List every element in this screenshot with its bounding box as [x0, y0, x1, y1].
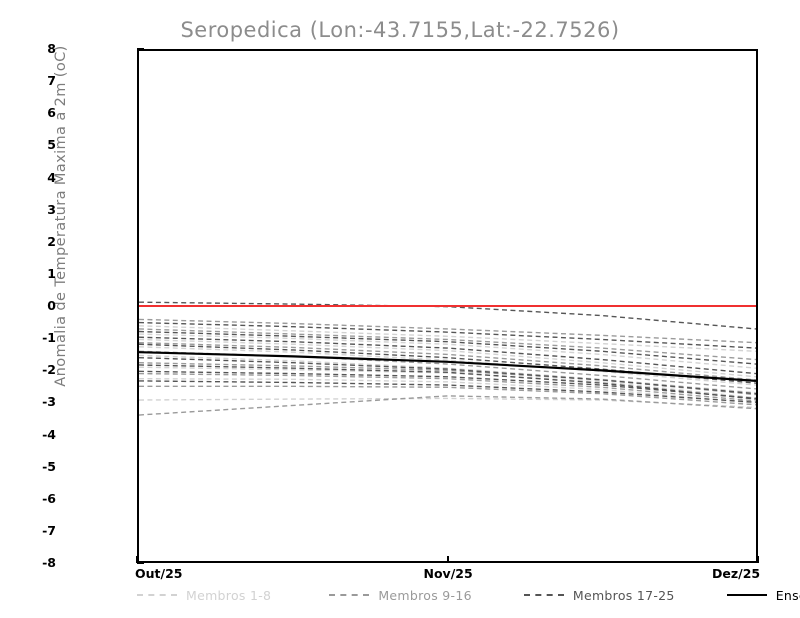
legend-swatch-icon — [137, 594, 177, 596]
x-tick-mark — [446, 556, 449, 563]
y-tick-label: -7 — [42, 522, 56, 538]
chart-title: Seropedica (Lon:-43.7155,Lat:-22.7526) — [180, 18, 620, 42]
x-tick-mark — [757, 556, 759, 563]
chart-legend: Membros 1-8 Membros 9-16 Membros 17-25 Ense… — [137, 586, 800, 604]
legend-item: Ensemble Mean — [726, 587, 800, 603]
ensemble-member-line — [139, 385, 756, 406]
x-tick-mark — [136, 556, 138, 563]
y-tick-label: -2 — [42, 362, 56, 378]
x-tick-label: Dez/25 — [712, 566, 761, 581]
y-tick-label: 5 — [47, 137, 56, 153]
ensemble-member-line — [139, 346, 756, 386]
ensemble-member-line — [139, 370, 756, 400]
ensemble-member-line — [139, 356, 756, 395]
ensemble-member-line — [139, 372, 756, 402]
y-tick-label: -5 — [42, 458, 56, 474]
legend-label: Membros 1-8 — [186, 587, 272, 603]
y-tick-label: 6 — [47, 105, 56, 121]
y-tick-label: -3 — [42, 394, 56, 410]
ensemble-member-line — [139, 338, 756, 378]
legend-item: Membros 9-16 — [329, 588, 472, 603]
ensemble-member-line — [139, 343, 756, 384]
y-tick-label: 0 — [47, 298, 56, 313]
y-tick-label: 8 — [47, 41, 56, 56]
y-tick-label: -1 — [42, 330, 56, 346]
y-tick-label: 3 — [47, 201, 56, 217]
x-tick-label: Out/25 — [135, 566, 183, 581]
ensemble-member-line — [139, 354, 756, 394]
ensemble-member-line — [139, 364, 756, 400]
ensemble-member-line — [139, 330, 756, 365]
y-tick-label: 7 — [47, 73, 56, 89]
legend-label: Membros 17-25 — [572, 587, 675, 603]
legend-swatch-icon — [726, 594, 767, 596]
ensemble-member-line — [139, 336, 756, 375]
ensemble-member-line — [139, 397, 756, 409]
y-tick-label: -6 — [42, 490, 56, 506]
legend-label: Membros 9-16 — [378, 587, 472, 603]
ensemble-member-line — [139, 318, 756, 344]
legend-item: Membros 1-8 — [137, 588, 271, 603]
ensemble-member-line — [139, 321, 756, 349]
legend-item: Membros 17-25 — [523, 587, 675, 603]
y-tick-label: -8 — [42, 555, 56, 570]
ensemble-member-line — [139, 341, 756, 381]
y-tick-label: 4 — [47, 169, 56, 185]
y-tick-label: -4 — [42, 426, 56, 442]
legend-swatch-icon — [523, 594, 564, 596]
series-canvas — [139, 301, 756, 416]
legend-swatch-icon — [329, 594, 370, 596]
ensemble-member-line — [139, 377, 756, 404]
y-tick-label: 2 — [47, 233, 56, 249]
ensemble-member-line — [139, 380, 756, 403]
y-tick-mark — [137, 562, 144, 564]
plot-area — [137, 49, 758, 563]
ensemble-member-line — [139, 325, 756, 352]
ensemble-mean-line — [139, 351, 756, 382]
legend-label: Ensemble Mean — [775, 587, 800, 603]
ensemble-member-line — [139, 362, 756, 396]
ensemble-member-line — [139, 333, 756, 369]
y-tick-label: 1 — [47, 265, 56, 281]
ensemble-member-line — [139, 328, 756, 361]
ensemble-member-line — [139, 395, 756, 416]
x-tick-label: Nov/25 — [423, 566, 473, 581]
